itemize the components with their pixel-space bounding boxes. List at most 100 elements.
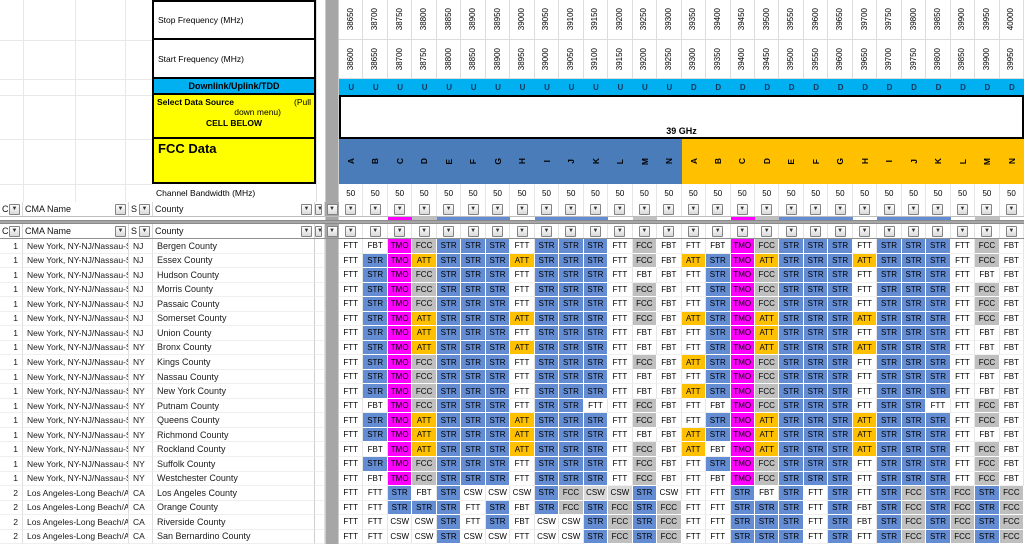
grid-cell[interactable]: ATT (754, 326, 780, 341)
channel-letter-cell[interactable]: G (828, 139, 853, 184)
grid-cell[interactable]: STR (779, 239, 804, 254)
county-cell[interactable]: Orange County (153, 500, 315, 516)
grid-cell[interactable]: STR (803, 311, 829, 327)
filter-dropdown-button[interactable]: ▼ (761, 225, 773, 237)
grid-cell[interactable]: FTT (339, 326, 364, 341)
cma-number-cell[interactable]: 1 (0, 442, 23, 457)
grid-cell[interactable]: FCC (754, 297, 780, 312)
grid-cell[interactable]: FCC (901, 515, 927, 530)
grid-cell[interactable]: FTT (339, 471, 364, 487)
filter-dropdown-button[interactable]: ▼ (712, 203, 724, 215)
filter-dropdown-button[interactable]: ▼ (834, 203, 846, 215)
grid-cell[interactable]: STR (828, 340, 853, 356)
grid-cell[interactable]: STR (485, 326, 511, 341)
grid-cell[interactable]: CSW (387, 515, 413, 530)
grid-cell[interactable]: FBT (999, 456, 1024, 472)
grid-cell[interactable]: STR (485, 456, 511, 472)
start-frequency-cell[interactable]: 39900 (975, 40, 1000, 79)
grid-cell[interactable]: STR (779, 515, 804, 530)
grid-cell[interactable]: STR (901, 413, 927, 428)
filter-dropdown-button[interactable]: ▼ (467, 225, 479, 237)
grid-cell[interactable]: STR (803, 427, 829, 443)
grid-cell[interactable]: FBT (412, 486, 437, 501)
grid-cell[interactable]: FCC (608, 500, 633, 516)
channel-letter-cell[interactable]: B (363, 139, 388, 184)
pane-split-bar[interactable] (0, 220, 1024, 224)
data-source-value-cell[interactable]: FCC Data (152, 137, 316, 184)
grid-cell[interactable]: STR (926, 355, 951, 370)
grid-cell[interactable]: FBT (657, 413, 682, 428)
grid-cell[interactable]: STR (877, 253, 902, 269)
grid-cell[interactable]: FTT (803, 515, 829, 530)
grid-cell[interactable]: FTT (339, 384, 364, 399)
grid-cell[interactable]: STR (779, 268, 804, 283)
grid-cell[interactable]: STR (485, 369, 511, 385)
link-direction-cell[interactable]: D (690, 82, 697, 92)
grid-cell[interactable]: STR (706, 413, 731, 428)
channel-letter-cell[interactable]: C (387, 139, 413, 184)
grid-cell[interactable]: STR (901, 369, 927, 385)
grid-cell[interactable]: FTT (706, 486, 731, 501)
grid-cell[interactable]: FTT (803, 486, 829, 501)
filter-dropdown-button[interactable]: ▼ (589, 203, 601, 215)
grid-cell[interactable]: STR (828, 500, 853, 516)
grid-cell[interactable]: STR (436, 515, 462, 530)
grid-cell[interactable]: FTT (681, 282, 707, 298)
grid-cell[interactable]: FTT (510, 529, 535, 544)
grid-cell[interactable]: STR (485, 282, 511, 298)
filter-dropdown-button[interactable]: ▼ (115, 203, 126, 215)
grid-cell[interactable]: TMO (730, 326, 755, 341)
grid-cell[interactable]: ATT (754, 311, 780, 327)
grid-cell[interactable]: STR (461, 297, 486, 312)
grid-cell[interactable]: STR (877, 427, 902, 443)
grid-cell[interactable]: STR (877, 282, 902, 298)
grid-cell[interactable]: TMO (387, 340, 413, 356)
grid-cell[interactable]: STR (436, 427, 462, 443)
grid-cell[interactable]: FTT (339, 282, 364, 298)
grid-cell[interactable]: STR (485, 311, 511, 327)
grid-cell[interactable]: STR (436, 282, 462, 298)
grid-cell[interactable]: TMO (387, 311, 413, 327)
grid-cell[interactable]: STR (632, 515, 658, 530)
cma-name-cell[interactable]: New York, NY-NJ/Nassau-S (23, 253, 129, 269)
grid-cell[interactable]: FBT (363, 398, 388, 414)
grid-cell[interactable]: STR (436, 355, 462, 370)
grid-cell[interactable]: TMO (387, 471, 413, 487)
grid-cell[interactable]: FBT (510, 500, 535, 516)
grid-cell[interactable]: TMO (730, 442, 755, 457)
link-direction-cell[interactable]: U (348, 82, 355, 92)
grid-cell[interactable]: FTT (608, 413, 633, 428)
grid-cell[interactable]: ATT (412, 427, 437, 443)
grid-cell[interactable]: FTT (339, 398, 364, 414)
grid-cell[interactable]: STR (559, 311, 584, 327)
grid-cell[interactable]: STR (583, 340, 609, 356)
grid-cell[interactable]: FTT (608, 326, 633, 341)
channel-letter-cell[interactable]: J (559, 139, 584, 184)
grid-cell[interactable]: STR (559, 268, 584, 283)
bandwidth-cell[interactable]: 50 (877, 184, 902, 202)
grid-cell[interactable]: STR (828, 311, 853, 327)
grid-cell[interactable]: FTT (510, 384, 535, 399)
grid-cell[interactable]: ATT (852, 311, 878, 327)
cma-name-cell[interactable]: New York, NY-NJ/Nassau-S (23, 456, 129, 472)
start-frequency-cell[interactable]: 39650 (852, 40, 878, 79)
grid-cell[interactable]: ATT (510, 311, 535, 327)
grid-cell[interactable]: STR (803, 268, 829, 283)
grid-cell[interactable]: STR (926, 442, 951, 457)
grid-cell[interactable]: FBT (632, 340, 658, 356)
grid-cell[interactable]: FCC (901, 486, 927, 501)
select-data-source-cell[interactable]: Select Data Source (Pull down menu) CELL… (152, 93, 316, 139)
grid-cell[interactable]: STR (559, 427, 584, 443)
state-cell[interactable]: NY (129, 340, 153, 356)
grid-cell[interactable]: STR (485, 515, 511, 530)
grid-cell[interactable]: FTT (950, 398, 976, 414)
county-cell[interactable]: Suffolk County (153, 456, 315, 472)
grid-cell[interactable]: TMO (730, 413, 755, 428)
filter-dropdown-button[interactable]: ▼ (589, 225, 601, 237)
grid-cell[interactable]: STR (730, 486, 755, 501)
grid-cell[interactable]: TMO (730, 355, 755, 370)
county-cell[interactable]: Kings County (153, 355, 315, 370)
bandwidth-cell[interactable]: 50 (950, 184, 976, 202)
grid-cell[interactable]: FTT (510, 239, 535, 254)
grid-cell[interactable]: STR (901, 268, 927, 283)
